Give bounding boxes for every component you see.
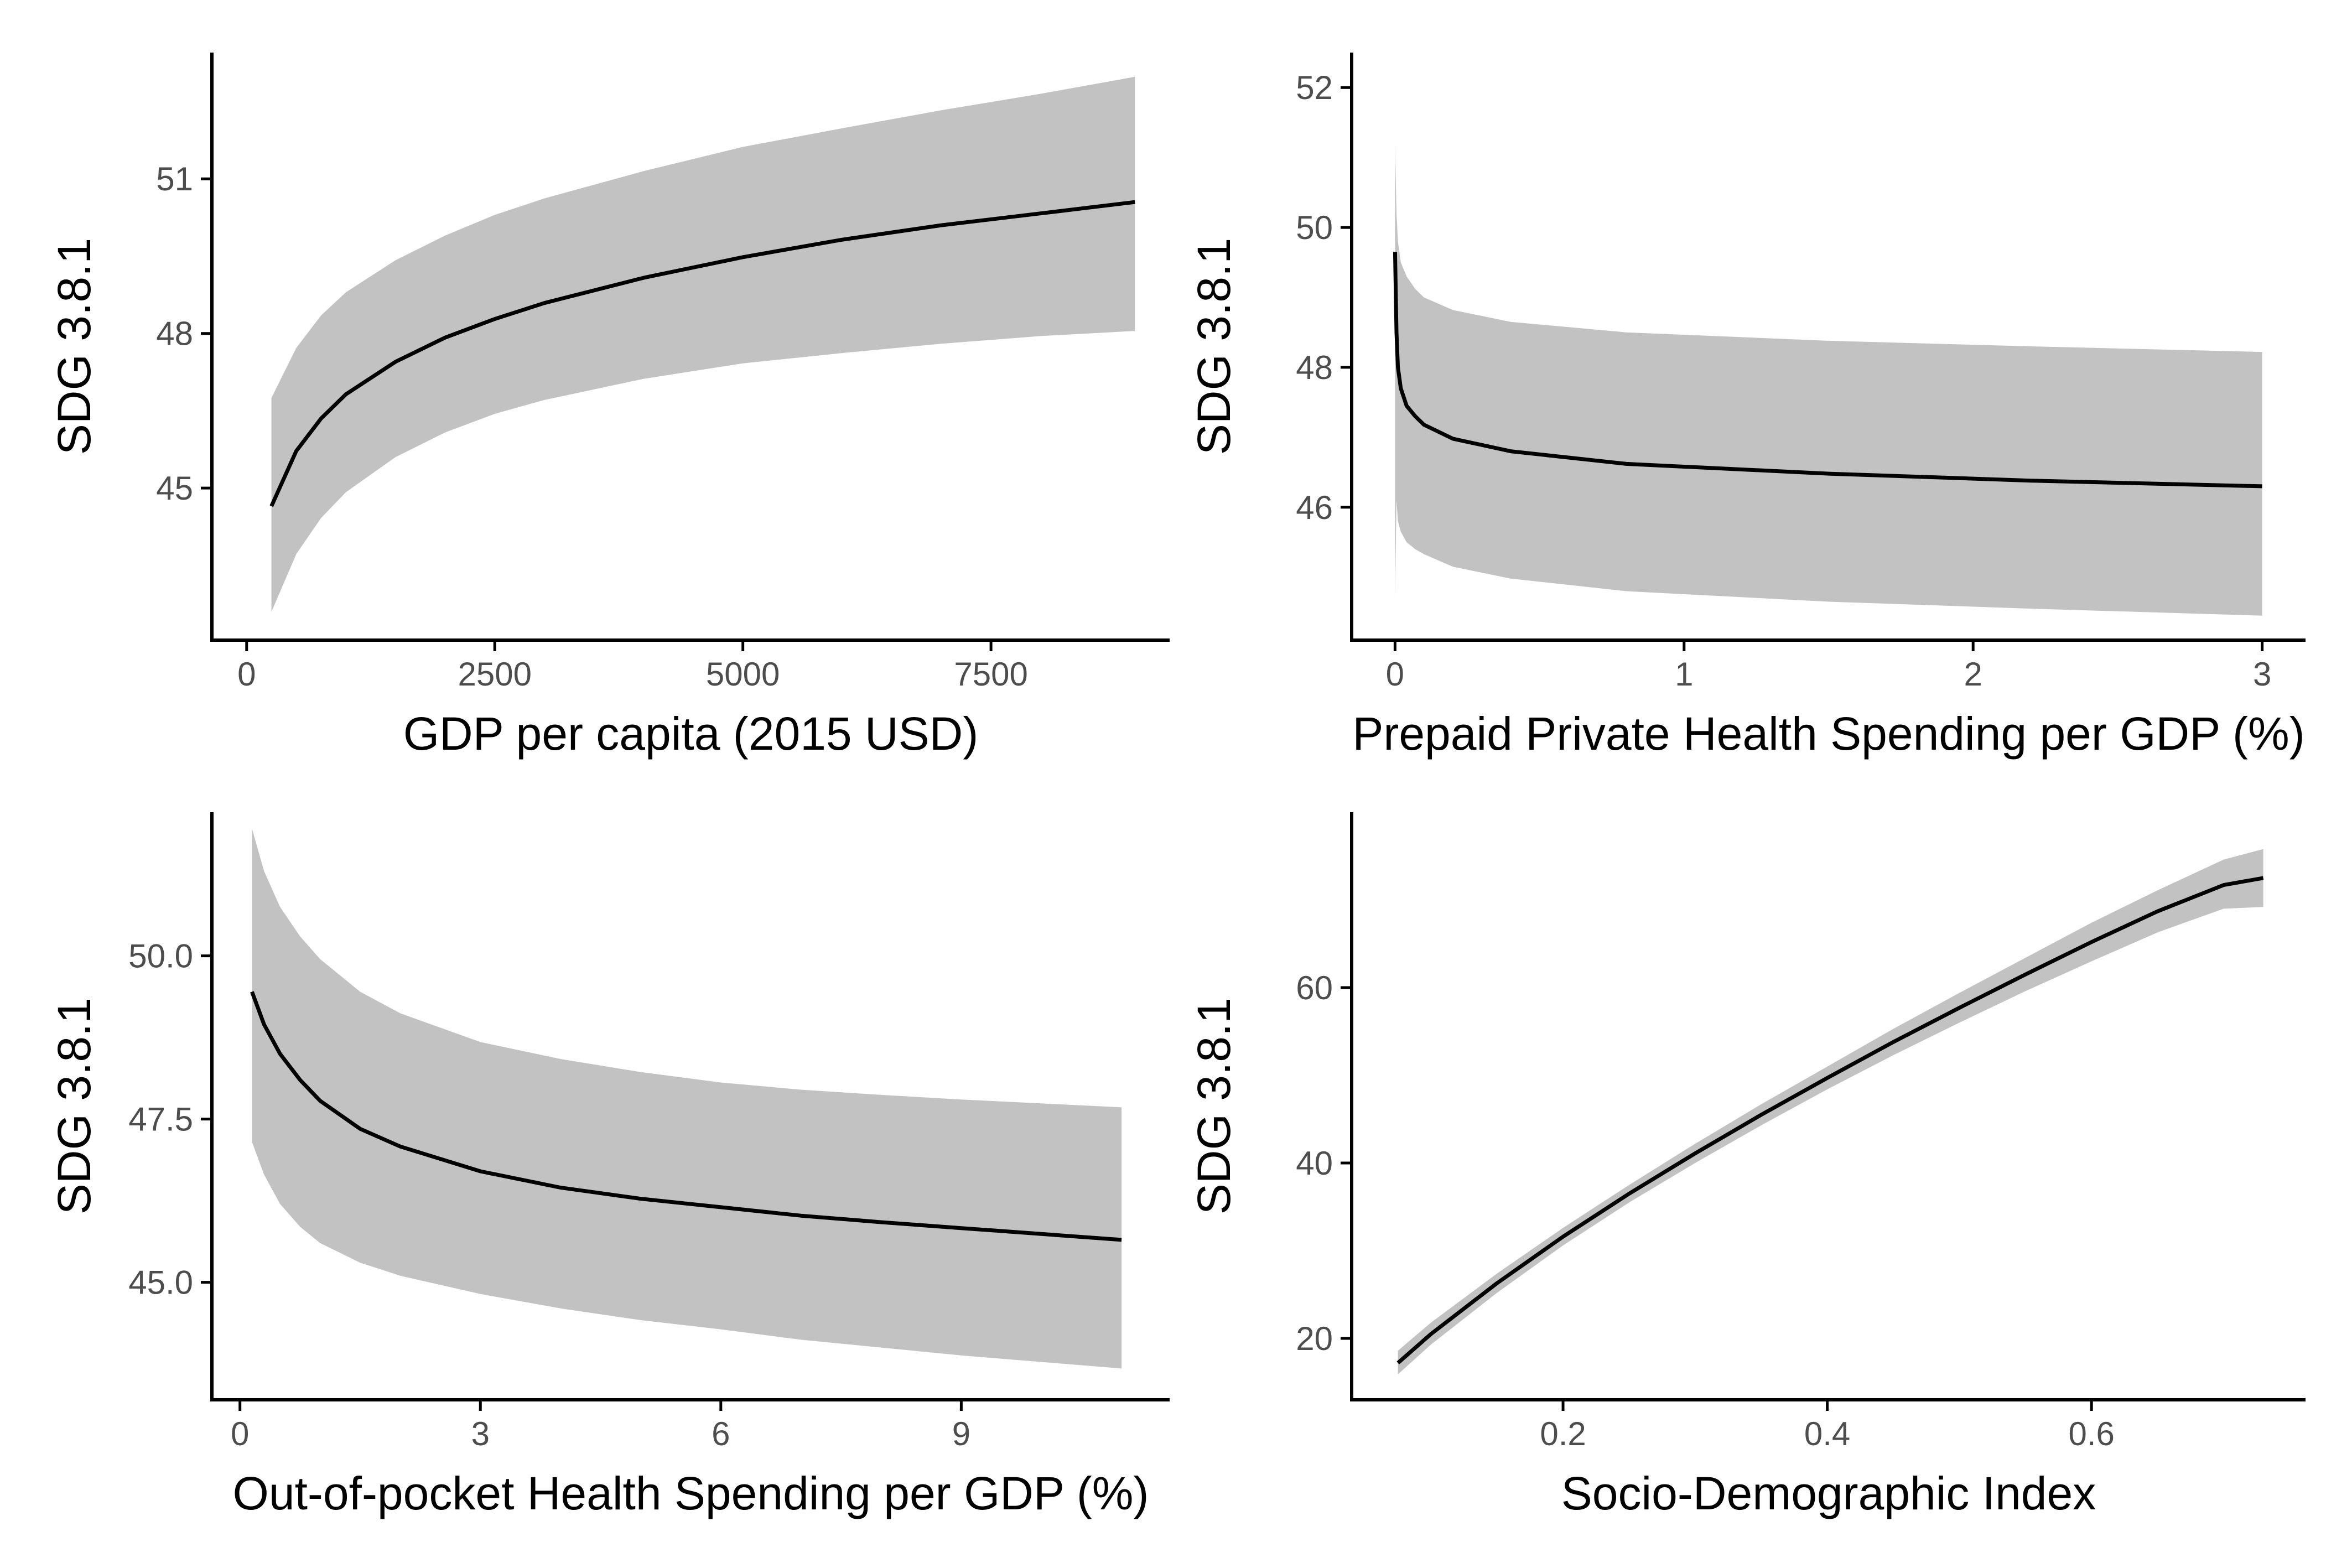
x-axis-title-oop: Out-of-pocket Health Spending per GDP (%…: [233, 1467, 1149, 1519]
x-tick-label-sdi: 0.4: [1804, 1415, 1850, 1452]
panel-sdi: 0.2 0.4 0.6 20 40 60 Socio-Demographic Index SD…: [1188, 812, 2306, 1519]
x-tick-label-prepaid: 3: [2253, 656, 2271, 693]
y-tick-label-prepaid: 52: [1296, 69, 1333, 106]
x-tick-label-oop: 6: [712, 1415, 730, 1452]
confidence-ribbon-sdi: [1398, 849, 2263, 1374]
x-tick-label-gdp: 7500: [954, 656, 1027, 693]
panel-oop: 0 3 6 9 45.0 47.5 50.0 Out-of-pocket Health Spe…: [48, 812, 1170, 1519]
y-tick-label-gdp: 51: [156, 160, 193, 198]
x-tick-label-sdi: 0.2: [1540, 1415, 1586, 1452]
x-tick-label-gdp: 5000: [706, 656, 780, 693]
x-tick-label-oop: 9: [952, 1415, 970, 1452]
x-axis-title-gdp: GDP per capita (2015 USD): [403, 708, 979, 760]
y-tick-label-prepaid: 48: [1296, 349, 1333, 386]
y-axis-title-sdi: SDG 3.8.1: [1188, 998, 1240, 1214]
fit-line-oop: [250, 991, 1122, 1242]
confidence-ribbon-gdp: [271, 76, 1135, 612]
x-axis-title-sdi: Socio-Demographic Index: [1561, 1467, 2096, 1519]
y-tick-label-oop: 47.5: [128, 1101, 193, 1138]
y-axis-title-prepaid: SDG 3.8.1: [1188, 238, 1240, 455]
y-tick-label-sdi: 40: [1296, 1145, 1333, 1182]
confidence-ribbon-prepaid: [1395, 143, 2262, 616]
y-tick-label-oop: 50.0: [128, 938, 193, 975]
fit-line-sdi: [1396, 876, 2264, 1365]
panel-prepaid: 0 1 2 3 46 48 50 52 Prepaid Private Health Spend…: [1188, 53, 2306, 760]
x-tick-label-prepaid: 0: [1386, 656, 1404, 693]
x-axis-title-prepaid: Prepaid Private Health Spending per GDP …: [1352, 708, 2304, 760]
y-tick-label-oop: 45.0: [128, 1264, 193, 1301]
x-tick-label-sdi: 0.6: [2068, 1415, 2114, 1452]
y-tick-label-gdp: 45: [156, 470, 193, 507]
panel-gdp: 0 2500 5000 7500 45 48 51 GDP per capita (2015 …: [48, 53, 1170, 760]
y-tick-label-prepaid: 46: [1296, 489, 1333, 526]
x-tick-label-prepaid: 1: [1675, 656, 1693, 693]
confidence-ribbon-oop: [252, 828, 1122, 1369]
fit-line-prepaid: [1393, 252, 2262, 489]
fit-line-gdp: [269, 200, 1135, 507]
x-tick-label-gdp: 2500: [458, 656, 531, 693]
y-tick-label-gdp: 48: [156, 315, 193, 352]
x-tick-label-oop: 3: [471, 1415, 490, 1452]
y-tick-label-prepaid: 50: [1296, 209, 1333, 246]
x-tick-label-gdp: 0: [237, 656, 256, 693]
x-tick-label-prepaid: 2: [1964, 656, 1982, 693]
y-tick-label-sdi: 20: [1296, 1320, 1333, 1357]
y-tick-label-sdi: 60: [1296, 969, 1333, 1006]
x-tick-label-oop: 0: [231, 1415, 249, 1452]
y-axis-title-gdp: SDG 3.8.1: [48, 238, 100, 455]
y-axis-title-oop: SDG 3.8.1: [48, 998, 100, 1214]
